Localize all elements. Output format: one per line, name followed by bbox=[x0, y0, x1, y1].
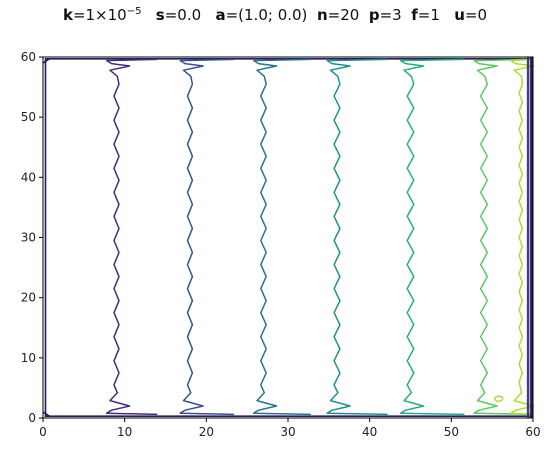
contour-level-5 bbox=[399, 58, 465, 416]
contour-outer bbox=[44, 58, 533, 417]
param-k-key: k bbox=[62, 6, 73, 24]
y-tick-label: 40 bbox=[21, 170, 36, 184]
y-tick-label: 0 bbox=[28, 411, 36, 425]
contour-corner bbox=[42, 411, 50, 417]
param-p-value: =3 bbox=[379, 6, 402, 24]
x-tick-label: 40 bbox=[362, 425, 377, 439]
contour-level-6 bbox=[473, 58, 534, 416]
contour-level-7 bbox=[510, 58, 535, 416]
param-n-key: n bbox=[316, 6, 328, 24]
y-tick-label: 30 bbox=[21, 231, 36, 245]
param-n-value: =20 bbox=[327, 6, 360, 24]
param-a-value: =(1.0; 0.0) bbox=[225, 6, 308, 24]
y-tick-label: 60 bbox=[21, 50, 36, 64]
x-tick-label: 50 bbox=[444, 425, 459, 439]
y-tick-label: 20 bbox=[21, 291, 36, 305]
param-k-value: =1×10 bbox=[72, 6, 127, 24]
param-u-value: =0 bbox=[464, 6, 488, 24]
axes-frame bbox=[42, 56, 534, 419]
contour-lines bbox=[42, 57, 535, 418]
x-tick-label: 10 bbox=[117, 425, 132, 439]
contour-level-2 bbox=[179, 58, 235, 416]
x-axis: 0 10 20 30 40 50 60 bbox=[39, 418, 541, 439]
y-axis: 0 10 20 30 40 50 60 bbox=[21, 50, 43, 425]
y-tick-label: 10 bbox=[21, 351, 36, 365]
contour-level-1 bbox=[105, 58, 158, 416]
contour-level-4 bbox=[326, 58, 388, 416]
param-s-key: s bbox=[155, 6, 165, 24]
contour-level-3 bbox=[252, 58, 311, 416]
param-k-exponent: −5 bbox=[126, 6, 142, 17]
x-tick-label: 20 bbox=[199, 425, 214, 439]
param-s-value: =0.0 bbox=[164, 6, 202, 24]
param-f-value: =1 bbox=[417, 6, 440, 24]
x-tick-label: 0 bbox=[39, 425, 47, 439]
x-tick-label: 30 bbox=[280, 425, 295, 439]
x-tick-label: 60 bbox=[525, 425, 540, 439]
param-u-key: u bbox=[454, 6, 465, 24]
contour-corner bbox=[42, 58, 50, 64]
contour-loop bbox=[493, 395, 504, 402]
chart-title: k=1×10−5 s=0.0 a=(1.0; 0.0) n=20 p=3 f=1… bbox=[0, 6, 550, 24]
param-a-key: a bbox=[215, 6, 226, 24]
param-p-key: p bbox=[368, 6, 380, 24]
y-tick-label: 50 bbox=[21, 110, 36, 124]
param-f-key: f bbox=[411, 6, 418, 24]
